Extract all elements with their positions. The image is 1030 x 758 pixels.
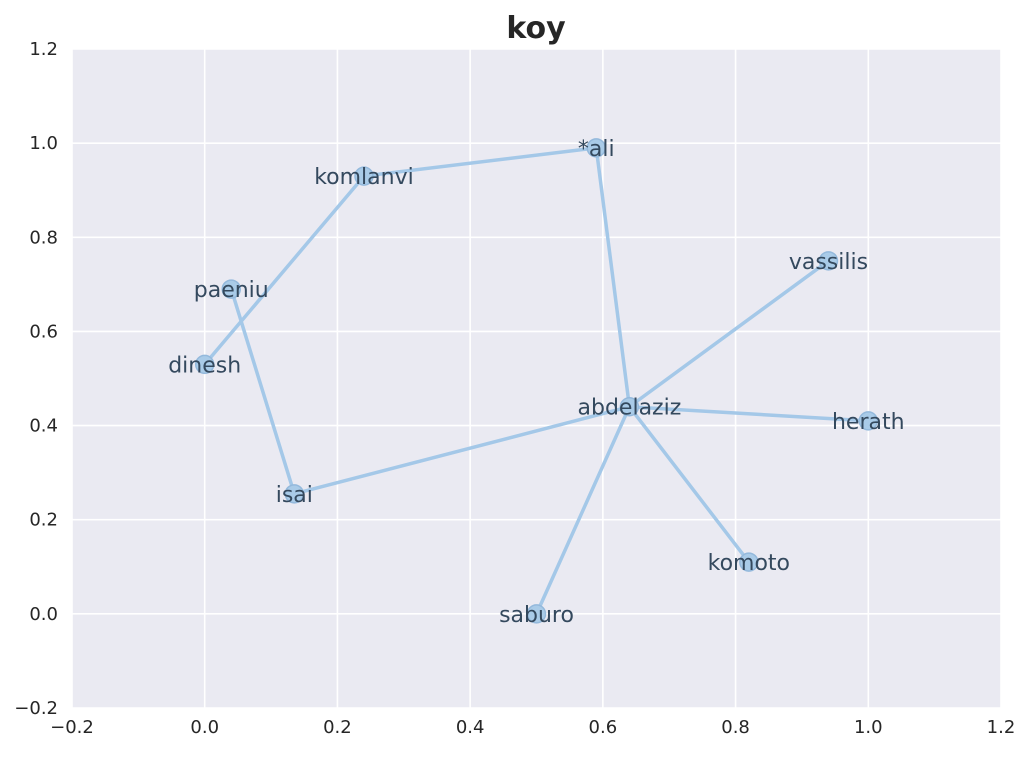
y-tick-label: 1.2 <box>29 39 58 60</box>
node-point <box>619 396 640 417</box>
node-point <box>739 552 759 572</box>
node-point <box>858 411 879 431</box>
node-labels: *ali komlanvi vassilis paeniu dinesh abdelazi… <box>168 137 904 628</box>
x-tick-label: 1.0 <box>854 717 883 738</box>
node-point <box>818 251 839 271</box>
node-label: vassilis <box>789 250 868 275</box>
node-label: isai <box>276 483 313 508</box>
node-label: abdelaziz <box>578 396 682 421</box>
edge-5 <box>627 259 831 409</box>
node-label: saburo <box>499 603 574 628</box>
chart-title: koy <box>506 11 566 46</box>
edges <box>202 146 871 616</box>
edge-7 <box>627 404 751 564</box>
y-tick-label: 0.0 <box>29 604 58 625</box>
node-label: komlanvi <box>314 165 414 190</box>
y-tick-label: 0.2 <box>29 510 58 531</box>
x-tick-label: 0.0 <box>190 717 219 738</box>
node-point <box>221 279 242 299</box>
edge-3 <box>229 287 297 496</box>
y-tick-label: 0.8 <box>29 227 58 248</box>
edge-1 <box>362 146 598 178</box>
node-point <box>586 138 606 158</box>
edge-2 <box>594 146 632 409</box>
node-point <box>354 166 374 186</box>
x-tick-label: 0.6 <box>589 717 618 738</box>
plot-area <box>72 49 1001 708</box>
edge-4 <box>292 404 632 496</box>
node-label: herath <box>832 410 905 435</box>
x-axis-tick-labels: −0.2 0.0 0.2 0.4 0.6 0.8 1.0 1.2 <box>50 717 1015 738</box>
node-label: komoto <box>708 551 790 576</box>
y-axis-tick-labels: −0.2 0.0 0.2 0.4 0.6 0.8 1.0 1.2 <box>14 39 58 719</box>
edge-8 <box>534 404 632 616</box>
node-label: *ali <box>578 137 615 162</box>
edge-0 <box>202 174 366 367</box>
node-point <box>526 604 547 624</box>
node-point <box>284 484 305 504</box>
x-tick-label: −0.2 <box>50 717 94 738</box>
y-tick-label: −0.2 <box>14 698 58 719</box>
node-point <box>194 354 215 375</box>
edge-6 <box>627 404 871 423</box>
y-tick-label: 0.4 <box>29 416 58 437</box>
x-tick-label: 1.2 <box>987 717 1016 738</box>
y-tick-label: 0.6 <box>29 321 58 342</box>
nodes <box>194 138 879 624</box>
x-tick-label: 0.8 <box>721 717 750 738</box>
node-label: paeniu <box>194 278 269 303</box>
y-tick-label: 1.0 <box>29 133 58 154</box>
x-tick-label: 0.4 <box>456 717 485 738</box>
node-label: dinesh <box>168 353 241 378</box>
x-tick-label: 0.2 <box>323 717 352 738</box>
